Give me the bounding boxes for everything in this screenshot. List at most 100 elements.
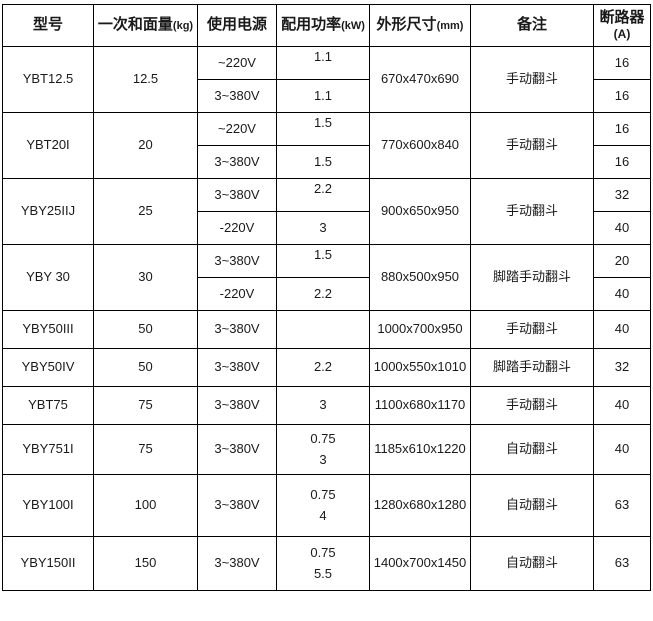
rated-power-stack: 0.75 3 [278, 429, 368, 469]
cell-remarks: 手动翻斗 [470, 310, 594, 349]
table-row: YBY50IV 50 3~380V 2.2 1000x550x1010 脚踏手动翻斗 32 [2, 348, 651, 387]
rated-power-stack: 0.75 5.5 [278, 543, 368, 583]
cell-remarks: 手动翻斗 [470, 178, 594, 245]
cell-rated-power: 1.5 [276, 238, 370, 272]
header-remarks: 备注 [470, 4, 594, 47]
table-row: YBY150II 150 3~380V 0.75 5.5 1400x700x1450 自动翻… [2, 536, 651, 591]
cell-capacity: 150 [93, 536, 198, 591]
rated-power-line: 3 [319, 451, 327, 467]
cell-model: YBY100I [2, 474, 94, 537]
cell-breaker: 16 [593, 46, 651, 80]
cell-model: YBY150II [2, 536, 94, 591]
cell-dimensions: 1400x700x1450 [369, 536, 471, 591]
cell-capacity: 12.5 [93, 46, 198, 113]
cell-power-supply: 3~380V [197, 145, 277, 179]
header-model: 型号 [2, 4, 94, 47]
cell-power-supply: 3~380V [197, 424, 277, 475]
cell-remarks: 自动翻斗 [470, 424, 594, 475]
cell-power-supply: ~220V [197, 112, 277, 146]
cell-power-supply: 3~380V [197, 244, 277, 278]
header-model-text: 型号 [32, 16, 63, 34]
cell-rated-power: 1.5 [276, 106, 370, 140]
cell-power-supply: 3~380V [197, 474, 277, 537]
cell-breaker: 16 [593, 79, 651, 113]
cell-rated-power: 1.1 [276, 40, 370, 74]
header-capacity-text: 一次和面量 [97, 16, 173, 34]
cell-dimensions: 1000x550x1010 [369, 348, 471, 387]
table-row: YBY100I 100 3~380V 0.75 4 1280x680x1280 自动翻斗 63 [2, 474, 651, 537]
cell-power-supply: ~220V [197, 46, 277, 80]
table-row: YBY25IIJ 25 3~380V 2.2 900x650x950 手动翻斗 32 [2, 172, 651, 245]
cell-power-supply: 3~380V [197, 178, 277, 212]
table-row: YBT75 75 3~380V 3 1100x680x1170 手动翻斗 40 [2, 386, 651, 425]
header-breaker-unit: (A) [613, 27, 631, 42]
cell-model: YBY 30 [2, 244, 94, 311]
header-rated-power: 配用功率(kW) [276, 4, 370, 47]
cell-capacity: 20 [93, 112, 198, 179]
rated-power-line: 5.5 [313, 565, 333, 581]
cell-dimensions: 670x470x690 [369, 46, 471, 113]
cell-rated-power: 2.2 [276, 348, 370, 387]
cell-dimensions: 900x650x950 [369, 178, 471, 245]
rated-power-line: 0.75 [310, 431, 336, 447]
cell-capacity: 50 [93, 310, 198, 349]
cell-capacity: 25 [93, 178, 198, 245]
cell-power-supply: 3~380V [197, 348, 277, 387]
table-body: YBT12.5 12.5 ~220V 1.1 670x470x690 手动翻斗 16 3~38… [2, 40, 651, 591]
cell-breaker: 16 [593, 112, 651, 146]
cell-breaker: 63 [593, 474, 651, 537]
header-row: 型号 一次和面量(kg) 使用电源 配用功率(kW) 外形尺寸(mm) 备注 断… [2, 4, 651, 47]
cell-power-supply: 3~380V [197, 386, 277, 425]
cell-capacity: 30 [93, 244, 198, 311]
header-power-supply-text: 使用电源 [206, 16, 267, 34]
rated-power-line: 0.75 [310, 487, 336, 503]
cell-dimensions: 880x500x950 [369, 244, 471, 311]
cell-power-supply: -220V [197, 277, 277, 311]
cell-remarks: 脚踏手动翻斗 [470, 348, 594, 387]
cell-breaker: 20 [593, 244, 651, 278]
cell-capacity: 75 [93, 386, 198, 425]
cell-model: YBT20I [2, 112, 94, 179]
machine-specification-table: 型号 一次和面量(kg) 使用电源 配用功率(kW) 外形尺寸(mm) 备注 断… [2, 4, 651, 591]
table-row: YBY50III 50 3~380V 1000x700x950 手动翻斗 40 [2, 310, 651, 349]
table-row: -220V 2.2 40 [3, 277, 651, 311]
spec-table-container: 型号 一次和面量(kg) 使用电源 配用功率(kW) 外形尺寸(mm) 备注 断… [2, 4, 651, 591]
cell-model: YBY751I [2, 424, 94, 475]
cell-rated-power: 0.75 5.5 [276, 536, 370, 591]
cell-breaker: 40 [593, 310, 651, 349]
cell-breaker: 40 [593, 277, 651, 311]
cell-model: YBY25IIJ [2, 178, 94, 245]
header-capacity: 一次和面量(kg) [93, 4, 198, 47]
table-row: 3~380V 1.1 16 [3, 79, 651, 113]
table-row: YBT12.5 12.5 ~220V 1.1 670x470x690 手动翻斗 16 [2, 40, 651, 113]
cell-rated-power: 3 [276, 386, 370, 425]
cell-dimensions: 1185x610x1220 [369, 424, 471, 475]
cell-dimensions: 1280x680x1280 [369, 474, 471, 537]
cell-rated-power: 0.75 4 [276, 474, 370, 537]
cell-capacity: 75 [93, 424, 198, 475]
rated-power-line: 4 [319, 507, 327, 523]
cell-model: YBT12.5 [2, 46, 94, 113]
cell-remarks: 自动翻斗 [470, 474, 594, 537]
cell-remarks: 手动翻斗 [470, 112, 594, 179]
header-breaker-text: 断路器 [599, 8, 645, 26]
header-power-supply: 使用电源 [197, 4, 277, 47]
header-dimensions-unit: (mm) [436, 20, 464, 33]
cell-rated-power: 2.2 [276, 172, 370, 206]
header-rated-power-text: 配用功率 [281, 16, 342, 34]
header-dimensions: 外形尺寸(mm) [369, 4, 471, 47]
cell-breaker: 32 [593, 348, 651, 387]
cell-model: YBY50IV [2, 348, 94, 387]
cell-power-supply: 3~380V [197, 79, 277, 113]
cell-remarks: 自动翻斗 [470, 536, 594, 591]
cell-rated-power: 2.2 [276, 277, 370, 311]
cell-power-supply: 3~380V [197, 536, 277, 591]
cell-power-supply: 3~380V [197, 310, 277, 349]
cell-dimensions: 770x600x840 [369, 112, 471, 179]
cell-breaker: 16 [593, 145, 651, 179]
header-rated-power-unit: (kW) [341, 20, 365, 33]
cell-breaker: 40 [593, 424, 651, 475]
cell-remarks: 脚踏手动翻斗 [470, 244, 594, 311]
cell-remarks: 手动翻斗 [470, 46, 594, 113]
table-row: YBY 30 30 3~380V 1.5 880x500x950 脚踏手动翻斗 20 [2, 238, 651, 311]
